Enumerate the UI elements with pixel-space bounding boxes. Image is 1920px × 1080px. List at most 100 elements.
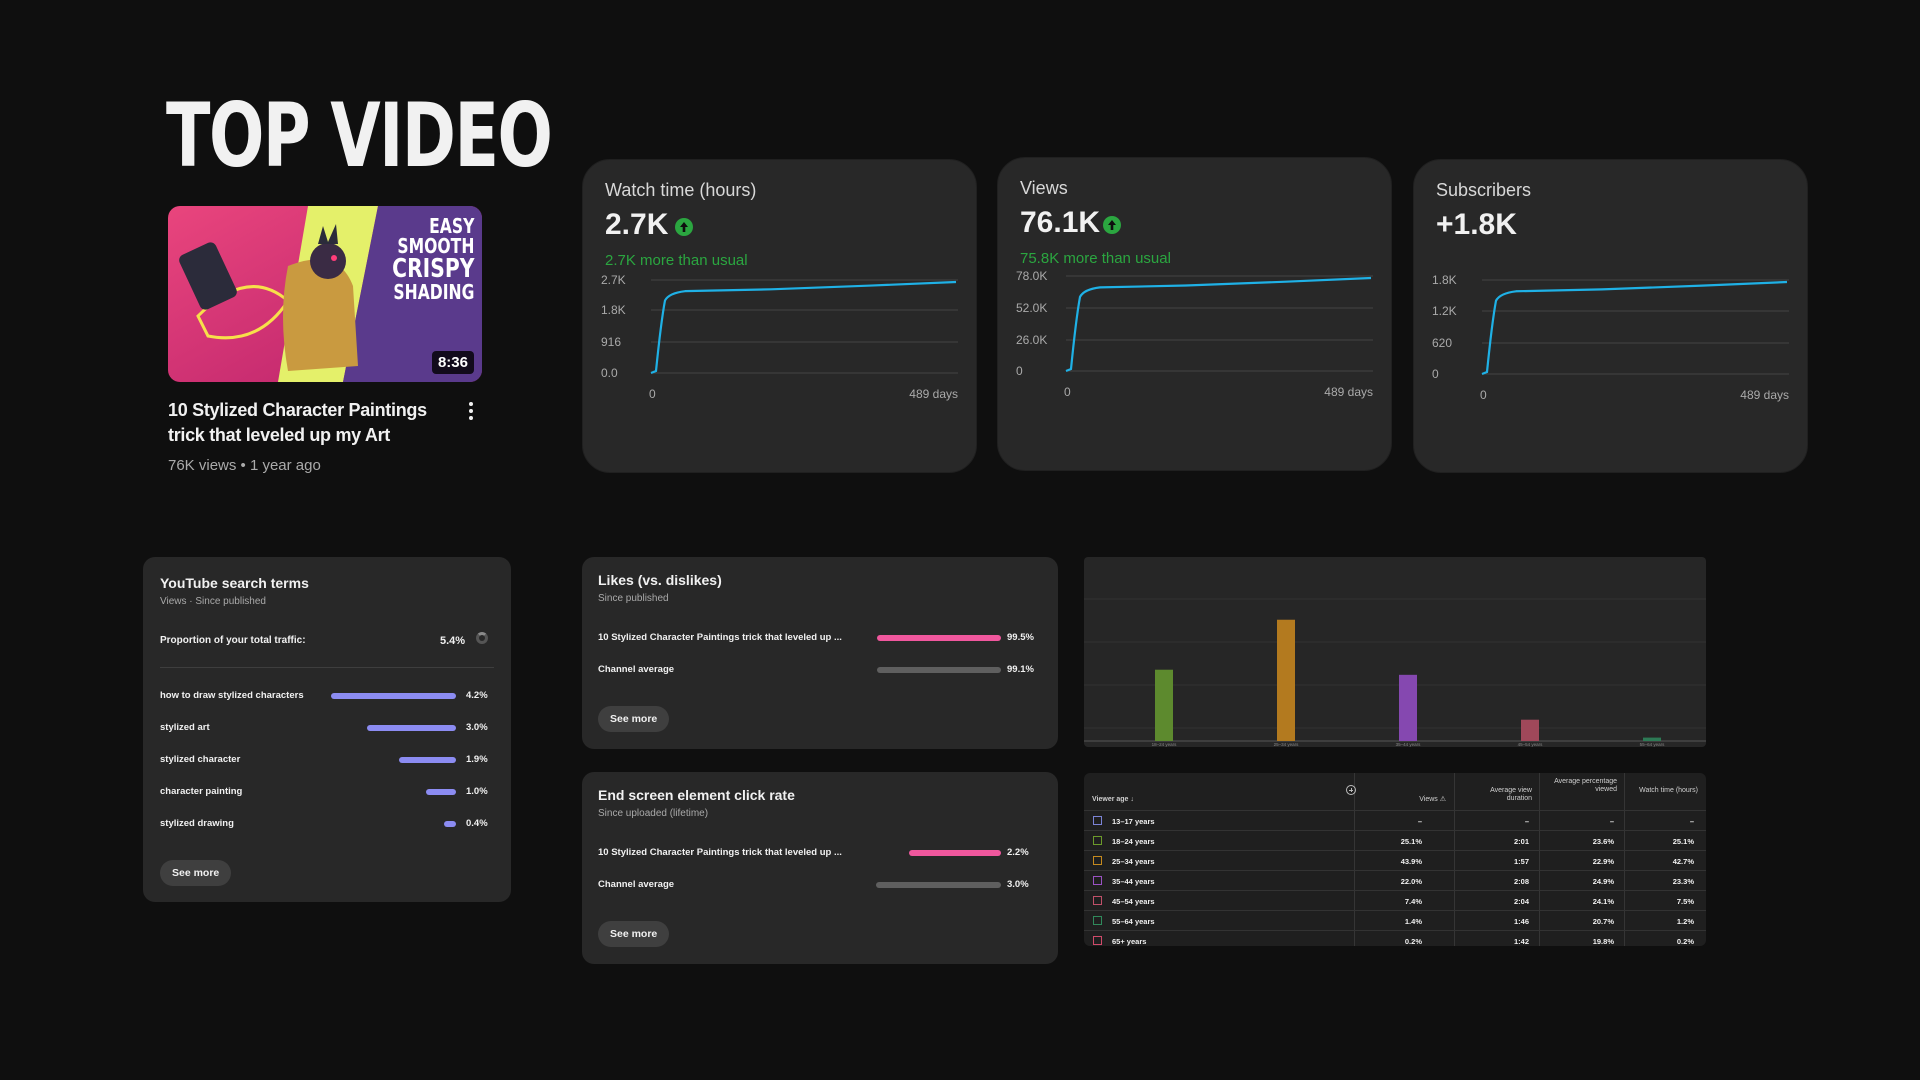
apv-cell: 20.7% bbox=[1592, 917, 1614, 926]
column-header-label: Viewer age bbox=[1092, 796, 1129, 803]
table-row[interactable]: 13–17 years – – – – bbox=[1084, 810, 1706, 831]
column-header-apv[interactable]: Average percentage viewed bbox=[1554, 778, 1617, 793]
column-header-viewer-age[interactable]: Viewer age ↓ bbox=[1092, 796, 1134, 803]
table-row[interactable]: 55–64 years 1.4% 1:46 20.7% 1.2% bbox=[1084, 910, 1706, 931]
watch-time-cell: 25.1% bbox=[1672, 837, 1694, 846]
search-term-bar bbox=[367, 725, 456, 731]
x-tick-label: 35–44 years bbox=[1396, 742, 1422, 747]
viewer-age-table: Viewer age ↓ Views ⚠ Average view durati… bbox=[1084, 773, 1706, 946]
y-tick-label: 26.0K bbox=[1016, 333, 1047, 347]
page-title: TOP VIDEO bbox=[166, 84, 553, 187]
table-row[interactable]: 18–24 years 25.1% 2:01 23.6% 25.1% bbox=[1084, 830, 1706, 851]
x-tick-label: 25–34 years bbox=[1274, 742, 1300, 747]
age-cell: 45–54 years bbox=[1112, 897, 1155, 906]
avd-cell: 1:57 bbox=[1513, 857, 1529, 866]
column-header-views[interactable]: Views ⚠ bbox=[1419, 796, 1446, 803]
kpi-label: Watch time (hours) bbox=[605, 180, 757, 200]
age-bar[interactable] bbox=[1521, 719, 1539, 741]
row-checkbox[interactable] bbox=[1093, 816, 1102, 825]
avd-cell: – bbox=[1524, 817, 1529, 826]
watch-time-cell: 23.3% bbox=[1672, 877, 1694, 886]
y-tick-label: 2.7K bbox=[601, 273, 626, 287]
apv-cell: 23.6% bbox=[1592, 837, 1614, 846]
age-cell: 35–44 years bbox=[1112, 877, 1155, 886]
row-checkbox[interactable] bbox=[1093, 896, 1102, 905]
watch-time-cell: 0.2% bbox=[1676, 937, 1694, 946]
views-cell: 1.4% bbox=[1404, 917, 1422, 926]
x-tick-label: 489 days bbox=[1324, 385, 1373, 399]
comparison-label: 10 Stylized Character Paintings trick th… bbox=[598, 632, 842, 643]
search-term-label: how to draw stylized characters bbox=[160, 690, 304, 701]
search-term-label: stylized art bbox=[160, 722, 210, 733]
video-title[interactable]: 10 Stylized Character Paintings trick th… bbox=[168, 400, 427, 445]
search-term-bar bbox=[444, 821, 456, 827]
avd-cell: 2:04 bbox=[1513, 897, 1529, 906]
kpi-card-subscribers[interactable]: Subscribers +1.8K 1.8K 1.2K 620 0 0 489 days bbox=[1413, 159, 1808, 473]
search-terms-card: YouTube search terms Views · Since publi… bbox=[143, 557, 511, 902]
thumbnail-text: EASY SMOOTH CRISPY SHADING bbox=[392, 216, 474, 302]
watch-time-cell: 1.2% bbox=[1676, 917, 1694, 926]
column-divider bbox=[1454, 773, 1455, 946]
see-more-button[interactable]: See more bbox=[160, 860, 232, 886]
duration-badge: 8:36 bbox=[431, 351, 474, 374]
video-meta: 76K views • 1 year ago bbox=[168, 457, 321, 474]
trend-up-icon bbox=[1103, 216, 1121, 234]
comparison-bar bbox=[877, 667, 1001, 673]
x-tick-label: 489 days bbox=[909, 387, 958, 401]
add-metric-icon[interactable] bbox=[1346, 785, 1356, 795]
table-row[interactable]: 65+ years 0.2% 1:42 19.8% 0.2% bbox=[1084, 930, 1706, 946]
series-line bbox=[1481, 280, 1788, 376]
age-bar[interactable] bbox=[1277, 619, 1295, 741]
views-cell: 25.1% bbox=[1400, 837, 1422, 846]
y-tick-label: 0.0 bbox=[601, 366, 618, 380]
age-bar[interactable] bbox=[1155, 669, 1173, 741]
series-line bbox=[1065, 276, 1372, 373]
y-tick-label: 620 bbox=[1432, 336, 1452, 350]
comparison-bar bbox=[877, 635, 1001, 641]
kpi-card-watch-time[interactable]: Watch time (hours) 2.7K 2.7K more than u… bbox=[582, 159, 977, 473]
x-tick-label: 0 bbox=[649, 387, 656, 401]
row-checkbox[interactable] bbox=[1093, 856, 1102, 865]
x-tick-label: 0 bbox=[1480, 388, 1487, 402]
comparison-label: 10 Stylized Character Paintings trick th… bbox=[598, 847, 842, 858]
age-bar[interactable] bbox=[1643, 737, 1661, 741]
kpi-value: +1.8K bbox=[1436, 208, 1517, 241]
row-checkbox[interactable] bbox=[1093, 916, 1102, 925]
see-more-button[interactable]: See more bbox=[598, 706, 670, 732]
likes-card: Likes (vs. dislikes) Since published 10 … bbox=[582, 557, 1058, 749]
column-divider bbox=[1539, 773, 1540, 946]
y-tick-label: 1.8K bbox=[1432, 273, 1457, 287]
kpi-note: 2.7K more than usual bbox=[605, 252, 748, 269]
age-cell: 55–64 years bbox=[1112, 917, 1155, 926]
apv-cell: 24.9% bbox=[1592, 877, 1614, 886]
table-row[interactable]: 35–44 years 22.0% 2:08 24.9% 23.3% bbox=[1084, 870, 1706, 891]
kpi-value: 76.1K bbox=[1020, 206, 1101, 239]
comparison-percent: 99.5% bbox=[1007, 632, 1034, 643]
row-checkbox[interactable] bbox=[1093, 876, 1102, 885]
row-checkbox[interactable] bbox=[1093, 836, 1102, 845]
end-screen-card: End screen element click rate Since uplo… bbox=[582, 772, 1058, 964]
kpi-line-chart: 1.8K 1.2K 620 0 0 489 days bbox=[1432, 273, 1789, 402]
age-bar[interactable] bbox=[1399, 674, 1417, 741]
thumbnail-art bbox=[168, 206, 482, 382]
kpi-card-views[interactable]: Views 76.1K 75.8K more than usual 78.0K 5… bbox=[997, 157, 1392, 471]
table-row[interactable]: 25–34 years 43.9% 1:57 22.9% 42.7% bbox=[1084, 850, 1706, 871]
more-options-icon[interactable] bbox=[466, 402, 476, 424]
see-more-button[interactable]: See more bbox=[598, 921, 670, 947]
watch-time-cell: 42.7% bbox=[1672, 857, 1694, 866]
age-cell: 65+ years bbox=[1112, 937, 1147, 946]
watch-time-cell: 7.5% bbox=[1676, 897, 1694, 906]
x-tick-label: 55–64 years bbox=[1640, 742, 1666, 747]
search-term-percent: 4.2% bbox=[466, 690, 488, 701]
row-checkbox[interactable] bbox=[1093, 936, 1102, 945]
comparison-bar bbox=[876, 882, 1001, 888]
avd-cell: 2:08 bbox=[1513, 877, 1529, 886]
table-row[interactable]: 45–54 years 7.4% 2:04 24.1% 7.5% bbox=[1084, 890, 1706, 911]
column-header-watch-time[interactable]: Watch time (hours) bbox=[1639, 787, 1698, 794]
views-cell: 0.2% bbox=[1404, 937, 1422, 946]
column-header-avd[interactable]: Average view duration bbox=[1490, 787, 1532, 802]
thumbnail-text-line: SMOOTH bbox=[397, 234, 474, 258]
avd-cell: 1:42 bbox=[1513, 937, 1529, 946]
kpi-note: 75.8K more than usual bbox=[1020, 250, 1171, 267]
video-thumbnail[interactable]: EASY SMOOTH CRISPY SHADING 8:36 bbox=[168, 206, 482, 382]
